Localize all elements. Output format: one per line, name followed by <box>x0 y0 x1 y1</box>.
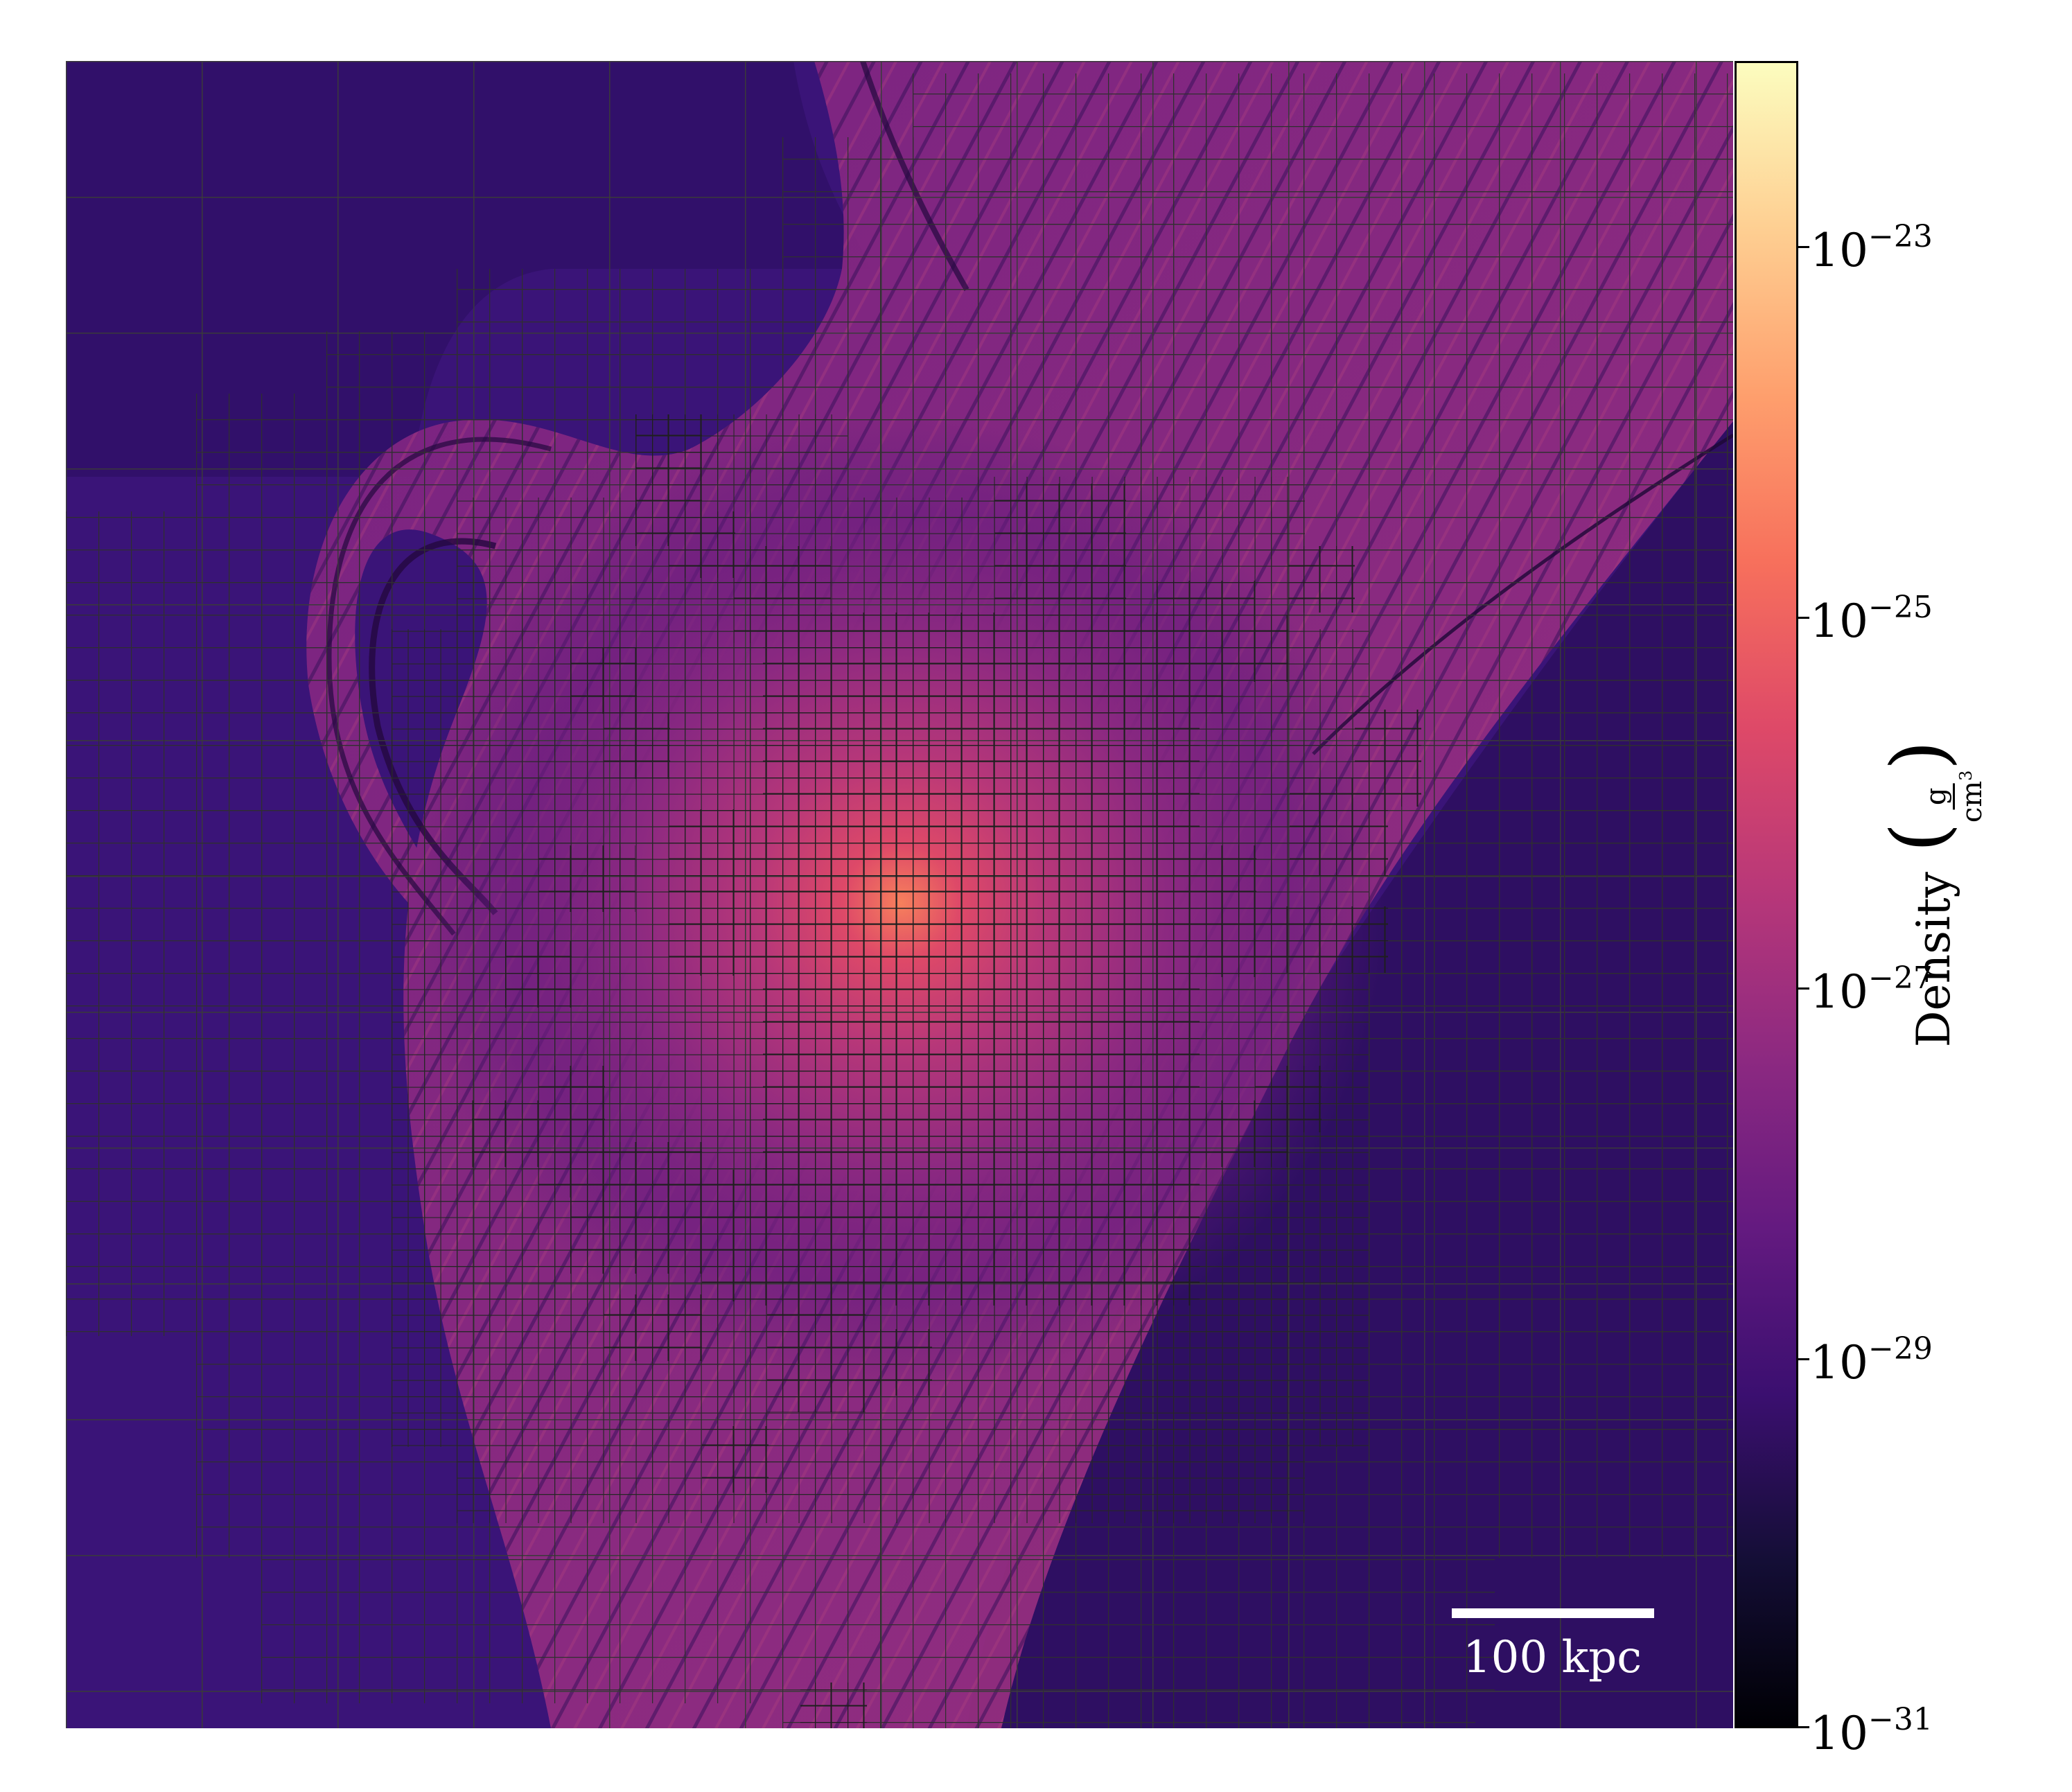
scale-bar-label: 100 kpc <box>1462 1632 1642 1683</box>
unit-numerator: g <box>1920 783 1955 810</box>
colorbar-tick-label: 10−29 <box>1810 1331 1933 1389</box>
grid-level-4 <box>472 414 1421 1728</box>
colorbar-tick-mark <box>1798 617 1809 619</box>
scale-bar <box>1452 1608 1654 1618</box>
colorbar-tick-mark <box>1798 987 1809 990</box>
unit-denominator: cm <box>1956 780 1988 823</box>
colorbar-tick-label: 10−31 <box>1810 1702 1933 1760</box>
colorbar-tick-mark <box>1798 246 1809 248</box>
colorbar-tick-mark <box>1798 1726 1809 1728</box>
colorbar-label: Density <box>1906 872 1960 1048</box>
colorbar-tick-label: 10−27 <box>1810 960 1933 1019</box>
colorbar-tick-label: 10−25 <box>1810 590 1933 648</box>
unit-exponent: 3 <box>1956 770 1976 781</box>
colorbar-tick-label: 10−23 <box>1810 219 1933 277</box>
colorbar-title: Density (g cm3) <box>1875 740 1988 1048</box>
colorbar-tick-mark <box>1798 1358 1809 1360</box>
colorbar <box>1735 61 1798 1728</box>
colorbar-unit: (g cm3) <box>1875 740 1988 853</box>
density-projection-image <box>66 61 1733 1728</box>
